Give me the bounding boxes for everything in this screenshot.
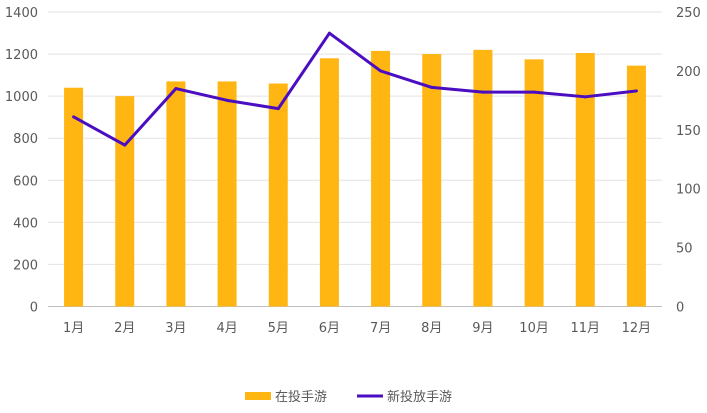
x-tick-label: 7月: [370, 321, 391, 336]
right-axis-ticks: 0 50 100 150 200 250: [676, 6, 701, 316]
bar-11月: [575, 53, 595, 307]
right-tick-label: 200: [676, 65, 701, 80]
right-tick-label: 100: [676, 183, 701, 198]
bar-1月: [64, 87, 84, 307]
left-tick-label: 200: [13, 258, 38, 273]
right-tick-label: 250: [676, 6, 701, 21]
line-point-1月: [72, 115, 76, 119]
line-point-8月: [430, 85, 434, 89]
x-tick-label: 1月: [63, 321, 84, 336]
left-tick-label: 0: [30, 301, 38, 316]
right-tick-label: 0: [676, 301, 684, 316]
legend: 在投手游 新投放手游: [245, 389, 452, 405]
right-tick-label: 150: [676, 124, 701, 139]
left-tick-label: 800: [13, 132, 38, 147]
bar-12月: [626, 65, 646, 307]
bar-2月: [115, 96, 135, 307]
bar-4月: [217, 81, 237, 307]
x-tick-label: 4月: [216, 321, 237, 336]
x-tick-label: 6月: [319, 321, 340, 336]
bar-7月: [371, 50, 391, 307]
line-path: [72, 31, 637, 147]
bars-series: [64, 49, 646, 307]
left-tick-label: 400: [13, 216, 38, 231]
bar-6月: [319, 58, 339, 307]
x-tick-label: 8月: [421, 321, 442, 336]
legend-swatch-bar: [245, 392, 271, 400]
left-tick-label: 600: [13, 174, 38, 189]
legend-label-bar: 在投手游: [275, 389, 327, 405]
bar-5月: [268, 83, 288, 307]
left-tick-label: 1000: [5, 90, 38, 105]
line-point-2月: [123, 143, 127, 147]
line-point-12月: [634, 89, 638, 93]
x-tick-label: 12月: [622, 321, 652, 336]
line-point-6月: [327, 31, 331, 35]
x-tick-label: 2月: [114, 321, 135, 336]
bar-3月: [166, 81, 186, 307]
bar-10月: [524, 59, 544, 307]
line-point-5月: [276, 107, 280, 111]
bar-9月: [473, 49, 493, 307]
line-series: [72, 31, 638, 147]
x-tick-label: 10月: [519, 321, 549, 336]
left-tick-label: 1200: [5, 48, 38, 63]
bar-8月: [422, 54, 442, 307]
left-axis-ticks: 0 200 400 600 800 1000 1200 1400: [5, 6, 38, 316]
line-point-10月: [532, 90, 536, 94]
line-point-3月: [174, 87, 178, 91]
right-tick-label: 50: [676, 242, 693, 257]
x-tick-label: 3月: [165, 321, 186, 336]
line-point-7月: [379, 69, 383, 73]
gridlines: [48, 11, 662, 307]
line-point-11月: [583, 95, 587, 99]
x-tick-label: 5月: [268, 321, 289, 336]
x-axis-ticks: 1月 2月 3月 4月 5月 6月 7月 8月 9月 10月 11月 12月: [63, 321, 651, 336]
left-tick-label: 1400: [5, 6, 38, 21]
x-tick-label: 11月: [570, 321, 600, 336]
x-tick-label: 9月: [472, 321, 493, 336]
line-point-4月: [225, 98, 229, 102]
legend-label-line: 新投放手游: [387, 389, 452, 405]
line-point-9月: [481, 90, 485, 94]
